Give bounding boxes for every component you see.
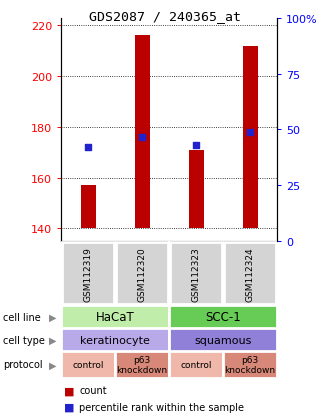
Text: percentile rank within the sample: percentile rank within the sample — [79, 402, 244, 412]
Bar — [135, 36, 150, 229]
Point — [85, 145, 91, 151]
Text: GSM112320: GSM112320 — [138, 246, 147, 301]
Text: keratinocyte: keratinocyte — [80, 335, 150, 345]
Text: GSM112324: GSM112324 — [246, 247, 255, 301]
Bar — [223, 351, 277, 378]
Bar — [168, 242, 170, 306]
Bar — [243, 47, 258, 229]
Bar — [169, 351, 223, 378]
Bar — [169, 306, 277, 328]
Point — [140, 134, 145, 141]
Bar — [81, 186, 96, 229]
Bar — [61, 351, 115, 378]
Text: SCC-1: SCC-1 — [205, 311, 241, 323]
Text: HaCaT: HaCaT — [96, 311, 134, 323]
Point — [248, 129, 253, 136]
Text: ■: ■ — [64, 402, 75, 412]
Text: ■: ■ — [64, 385, 75, 395]
Bar — [115, 351, 169, 378]
Bar — [61, 328, 169, 351]
Text: ▶: ▶ — [49, 359, 56, 370]
Text: p63
knockdown: p63 knockdown — [225, 355, 276, 374]
Text: ▶: ▶ — [49, 335, 56, 345]
Text: p63
knockdown: p63 knockdown — [116, 355, 168, 374]
Text: cell line: cell line — [3, 312, 41, 322]
Bar — [62, 243, 114, 304]
Point — [193, 142, 199, 149]
Text: squamous: squamous — [194, 335, 252, 345]
Bar — [170, 243, 222, 304]
Text: control: control — [181, 360, 212, 369]
Bar — [188, 150, 204, 229]
Bar — [116, 243, 168, 304]
Bar — [224, 243, 276, 304]
Text: GDS2087 / 240365_at: GDS2087 / 240365_at — [89, 10, 241, 23]
Text: GSM112319: GSM112319 — [83, 246, 93, 301]
Text: cell type: cell type — [3, 335, 45, 345]
Text: ▶: ▶ — [49, 312, 56, 322]
Text: GSM112323: GSM112323 — [192, 246, 201, 301]
Text: count: count — [79, 385, 107, 395]
Text: protocol: protocol — [3, 359, 43, 370]
Bar — [169, 328, 277, 351]
Text: control: control — [72, 360, 104, 369]
Bar — [61, 306, 169, 328]
